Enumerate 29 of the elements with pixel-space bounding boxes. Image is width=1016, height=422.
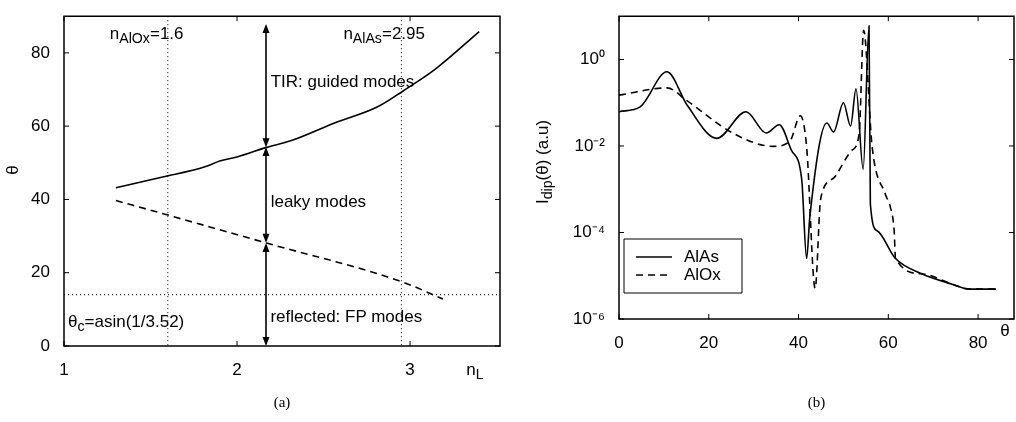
- legend-label: AlAs: [684, 246, 719, 266]
- y-tick-label: 60: [31, 115, 50, 135]
- y-tick-label: 20: [31, 262, 50, 282]
- x-tick-label: 0: [614, 332, 624, 352]
- annotation: leaky modes: [270, 191, 367, 211]
- x-tick-label: 20: [699, 332, 719, 352]
- x-tick-label: 3: [405, 359, 415, 379]
- y-axis-title: θ: [2, 165, 22, 175]
- ref-line-label: θ$_{c}$=asin(1/3.52): [68, 311, 185, 334]
- legend-label: AlOx: [684, 264, 722, 284]
- y-tick-label: 40: [31, 189, 50, 209]
- x-axis-title: n$_{L}$: [466, 359, 484, 383]
- x-tick-label: 40: [789, 332, 809, 352]
- y-tick-label: 10⁻⁶: [573, 308, 605, 328]
- y-tick-label: 80: [31, 42, 50, 62]
- x-tick-label: 60: [878, 332, 898, 352]
- text: (b): [807, 393, 826, 410]
- annotation: reflected: FP modes: [270, 306, 423, 326]
- x-tick-label: 1: [59, 359, 69, 379]
- y-tick-label: 10⁻⁴: [572, 222, 605, 242]
- ref-line-label: n$_{AlOx}$=1.6: [109, 23, 184, 47]
- y-tick-label: 10⁻²: [574, 135, 606, 155]
- x-tick-label: 2: [232, 359, 242, 379]
- ref-line-label: n$_{AlAs}$=2.95: [343, 23, 425, 47]
- text: (a): [273, 393, 291, 410]
- annotation: TIR: guided modes: [270, 71, 415, 90]
- x-axis-title: θ: [1000, 320, 1010, 340]
- x-tick-label: 80: [968, 332, 988, 352]
- y-tick-label: 10⁰: [580, 49, 605, 69]
